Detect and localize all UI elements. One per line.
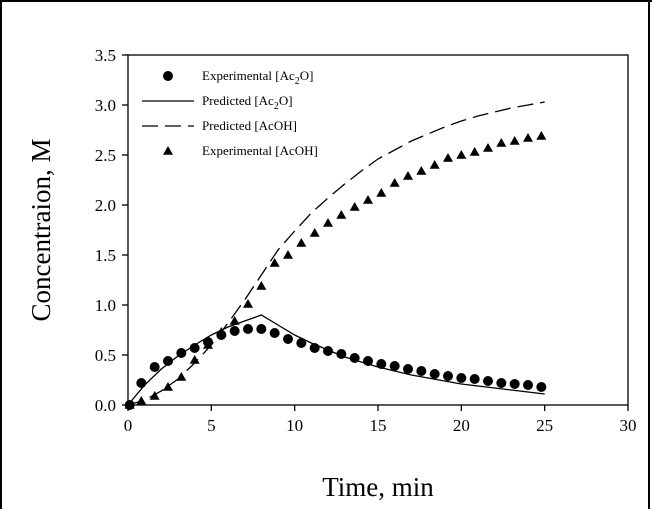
exp-ac2o-point bbox=[296, 338, 307, 348]
legend-label: Experimental [AcOH] bbox=[202, 143, 318, 158]
exp-ac2o-point bbox=[389, 361, 400, 371]
exp-ac2o-point bbox=[403, 364, 413, 374]
exp-acoh-point bbox=[469, 147, 480, 156]
predicted-acoh-line bbox=[127, 101, 545, 406]
exp-acoh-point bbox=[296, 238, 307, 247]
exp-ac2o-point bbox=[456, 373, 467, 383]
x-tick-label: 20 bbox=[453, 416, 470, 435]
exp-acoh-point bbox=[336, 210, 347, 219]
y-tick-label: 0.0 bbox=[95, 396, 116, 415]
x-tick-label: 25 bbox=[536, 416, 553, 435]
exp-acoh-point bbox=[496, 138, 507, 147]
legend-label: Predicted [AcOH] bbox=[202, 118, 297, 133]
exp-acoh-point bbox=[149, 391, 160, 400]
y-tick-label: 1.0 bbox=[95, 296, 116, 315]
legend-label: Experimental [Ac2O] bbox=[202, 68, 313, 87]
exp-acoh-point bbox=[429, 160, 440, 169]
exp-ac2o-point bbox=[256, 324, 267, 334]
chart-frame-right-edge bbox=[648, 0, 650, 509]
exp-ac2o-point bbox=[243, 324, 253, 334]
exp-acoh-point bbox=[403, 171, 413, 180]
y-tick-label: 0.5 bbox=[95, 346, 116, 365]
exp-acoh-point bbox=[176, 372, 187, 381]
exp-acoh-point bbox=[229, 316, 240, 325]
exp-acoh-point bbox=[389, 178, 400, 187]
predicted-ac2o-line bbox=[127, 314, 545, 406]
x-tick-label: 10 bbox=[286, 416, 303, 435]
y-tick-label: 2.0 bbox=[95, 196, 116, 215]
exp-acoh-point bbox=[283, 250, 293, 259]
y-tick-label: 2.5 bbox=[95, 146, 116, 165]
legend-label: Predicted [Ac2O] bbox=[202, 93, 293, 112]
legend-symbol-exp-acoh bbox=[163, 146, 173, 155]
x-tick-label: 0 bbox=[124, 416, 133, 435]
y-tick-label: 3.5 bbox=[95, 46, 116, 65]
x-tick-label: 15 bbox=[370, 416, 387, 435]
exp-acoh-point bbox=[523, 133, 533, 142]
x-tick-label: 30 bbox=[620, 416, 637, 435]
exp-ac2o-point bbox=[149, 362, 160, 372]
exp-ac2o-point bbox=[189, 343, 200, 353]
exp-ac2o-point bbox=[429, 369, 440, 379]
y-tick-label: 3.0 bbox=[95, 96, 116, 115]
exp-acoh-point bbox=[456, 150, 467, 159]
y-axis-title: Concentraion, M bbox=[26, 139, 56, 322]
exp-acoh-point bbox=[124, 400, 135, 409]
exp-ac2o-point bbox=[416, 366, 427, 376]
exp-ac2o-point bbox=[269, 328, 280, 338]
exp-acoh-point bbox=[163, 382, 173, 391]
exp-acoh-point bbox=[443, 153, 453, 162]
exp-acoh-point bbox=[243, 299, 253, 308]
exp-acoh-point bbox=[376, 188, 387, 197]
exp-ac2o-point bbox=[469, 374, 480, 384]
exp-acoh-point bbox=[136, 396, 147, 405]
exp-ac2o-point bbox=[523, 380, 533, 390]
exp-acoh-point bbox=[349, 202, 360, 211]
exp-ac2o-point bbox=[376, 359, 387, 369]
exp-ac2o-point bbox=[509, 379, 520, 389]
exp-ac2o-point bbox=[443, 371, 453, 381]
exp-ac2o-point bbox=[536, 382, 547, 392]
y-tick-label: 1.5 bbox=[95, 246, 116, 265]
x-axis-title: Time, min bbox=[322, 472, 434, 502]
exp-acoh-point bbox=[323, 218, 333, 227]
exp-acoh-point bbox=[269, 258, 280, 267]
exp-acoh-point bbox=[483, 143, 493, 152]
exp-acoh-point bbox=[256, 281, 267, 290]
exp-acoh-point bbox=[363, 195, 373, 204]
exp-ac2o-point bbox=[496, 378, 507, 388]
exp-ac2o-point bbox=[283, 334, 293, 344]
exp-acoh-point bbox=[309, 228, 320, 237]
axes: 0 5 10 15 20 25 30 0.0 0.5 1.0 1.5 2.0 2.5 3.0 3.5 bbox=[95, 46, 637, 435]
exp-ac2o-point bbox=[483, 376, 493, 386]
exp-ac2o-point bbox=[229, 326, 240, 336]
x-tick-label: 5 bbox=[207, 416, 216, 435]
data-marks bbox=[124, 101, 547, 410]
legend-symbol-exp-ac2o bbox=[163, 71, 173, 81]
exp-acoh-point bbox=[509, 136, 520, 145]
legend: Experimental [Ac2O] Predicted [Ac2O] Predi… bbox=[142, 68, 318, 158]
exp-acoh-point bbox=[416, 166, 427, 175]
exp-ac2o-point bbox=[136, 378, 147, 388]
exp-acoh-point bbox=[536, 131, 547, 140]
exp-acoh-point bbox=[216, 327, 227, 336]
exp-acoh-point bbox=[189, 355, 200, 364]
exp-ac2o-point bbox=[163, 356, 173, 366]
exp-acoh-point bbox=[203, 340, 213, 349]
